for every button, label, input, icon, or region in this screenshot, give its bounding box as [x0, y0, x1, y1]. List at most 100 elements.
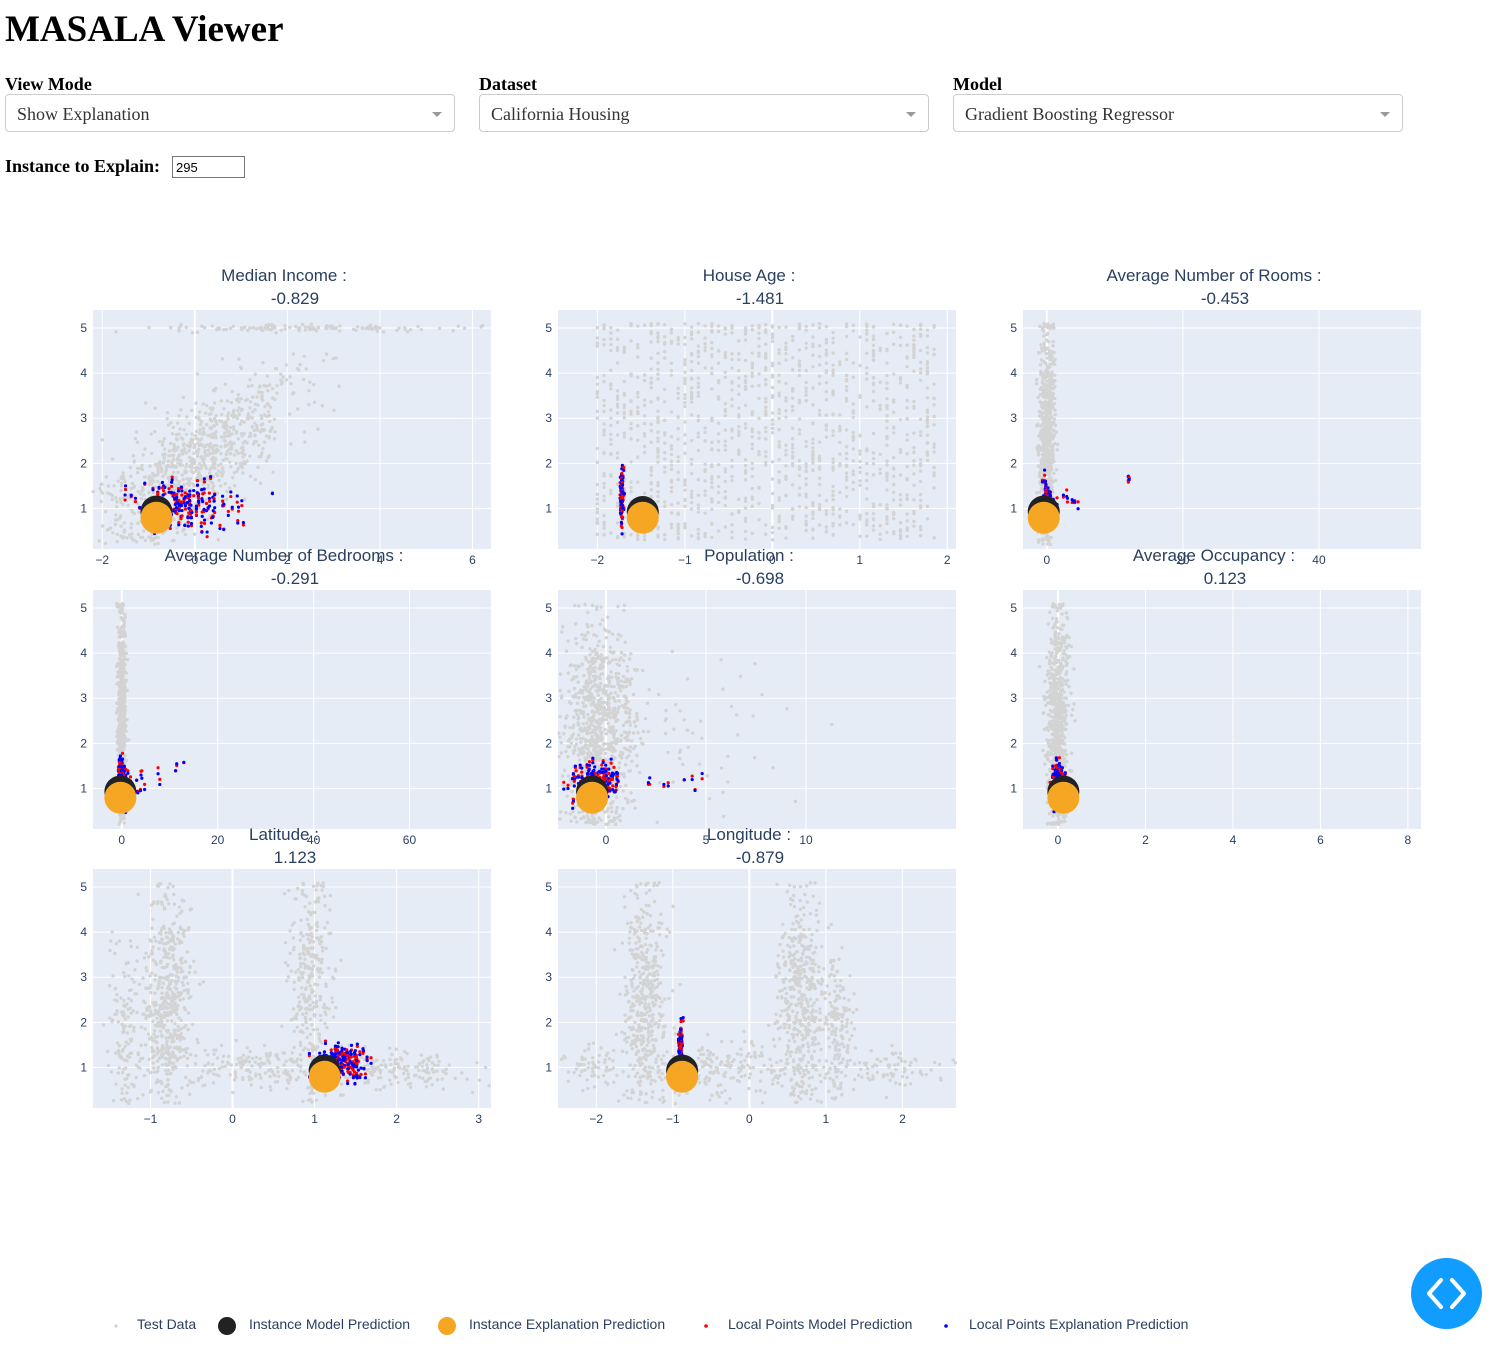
test-data-point [925, 369, 930, 373]
view-mode-dropdown[interactable]: Show Explanation [5, 94, 455, 132]
model-dropdown[interactable]: Gradient Boosting Regressor [953, 94, 1403, 132]
test-data-point [616, 604, 620, 609]
test-data-point [120, 738, 124, 743]
test-data-point [676, 391, 680, 396]
test-data-point [663, 356, 667, 360]
test-data-point [182, 442, 186, 446]
local-model-point [207, 499, 212, 503]
test-data-point [1045, 427, 1050, 432]
test-data-point [147, 535, 151, 539]
test-data-point [844, 373, 849, 378]
local-explanation-point [196, 499, 201, 503]
test-data-point [770, 395, 775, 399]
y-tick-label: 5 [545, 601, 552, 615]
test-data-point [266, 409, 271, 414]
test-data-point [198, 428, 202, 432]
test-data-point [622, 535, 627, 539]
test-data-point [267, 323, 271, 327]
test-data-point [225, 489, 229, 494]
test-data-point [858, 483, 862, 488]
test-data-point [181, 477, 185, 482]
test-data-point [844, 485, 849, 490]
test-data-point [636, 438, 640, 442]
test-data-point [609, 325, 613, 330]
test-data-point [1044, 407, 1048, 412]
test-data-point [932, 396, 936, 401]
test-data-point [151, 538, 155, 542]
plot-area [1023, 310, 1421, 549]
instance-input[interactable] [172, 156, 245, 178]
test-data-point [784, 476, 788, 481]
test-data-point [689, 534, 694, 538]
test-data-point [615, 389, 620, 393]
test-data-point [148, 464, 152, 468]
test-data-point [622, 411, 627, 416]
test-data-point [824, 341, 829, 345]
test-data-point [716, 421, 721, 425]
test-data-point [918, 430, 923, 434]
test-data-point [905, 497, 909, 502]
test-data-point [1046, 462, 1050, 466]
test-data-point [163, 472, 167, 476]
test-data-point [804, 346, 808, 350]
test-data-point [656, 460, 660, 464]
test-data-point [194, 469, 198, 473]
test-data-point [111, 531, 115, 535]
test-data-point [1041, 463, 1046, 467]
test-data-point [223, 382, 228, 386]
test-data-point [615, 451, 620, 455]
test-data-point [817, 493, 822, 497]
test-data-point [103, 541, 108, 546]
test-data-point [214, 386, 218, 391]
test-data-point [649, 376, 653, 380]
view-mode-value: Show Explanation [17, 104, 150, 124]
test-data-point [649, 488, 653, 492]
test-data-point [595, 382, 600, 386]
test-data-point [918, 492, 923, 497]
test-data-point [1048, 407, 1053, 412]
dataset-dropdown[interactable]: California Housing [479, 94, 929, 132]
test-data-point [730, 523, 734, 527]
test-data-point [811, 536, 815, 540]
test-data-point [912, 327, 916, 332]
test-data-point [885, 521, 889, 526]
test-data-point [1054, 468, 1059, 472]
test-data-point [770, 422, 775, 426]
test-data-point [257, 390, 261, 395]
local-explanation-point [212, 499, 216, 503]
local-model-point [226, 509, 230, 514]
test-data-point [225, 457, 229, 461]
test-data-point [572, 686, 577, 691]
local-model-point [220, 499, 225, 503]
test-data-point [337, 384, 341, 388]
test-data-point [181, 437, 185, 441]
test-data-point [116, 670, 120, 674]
y-tick-label: 4 [545, 646, 552, 660]
test-data-point [636, 375, 640, 379]
test-data-point [156, 535, 160, 540]
test-data-point [669, 452, 674, 457]
test-data-point [261, 398, 265, 402]
test-data-point [676, 437, 680, 441]
local-model-point [620, 471, 624, 476]
local-explanation-point [177, 508, 181, 512]
test-data-point [737, 449, 741, 453]
x-tick-label: 0 [191, 553, 198, 567]
test-data-point [1050, 444, 1055, 448]
test-data-point [831, 429, 835, 433]
test-data-point [730, 357, 734, 362]
test-data-point [710, 346, 714, 351]
test-data-point [804, 393, 808, 397]
test-data-point [743, 516, 748, 521]
test-data-point [656, 377, 660, 381]
test-data-point [595, 375, 600, 380]
test-data-point [268, 419, 272, 424]
test-data-point [689, 400, 694, 404]
test-data-point [676, 455, 680, 459]
